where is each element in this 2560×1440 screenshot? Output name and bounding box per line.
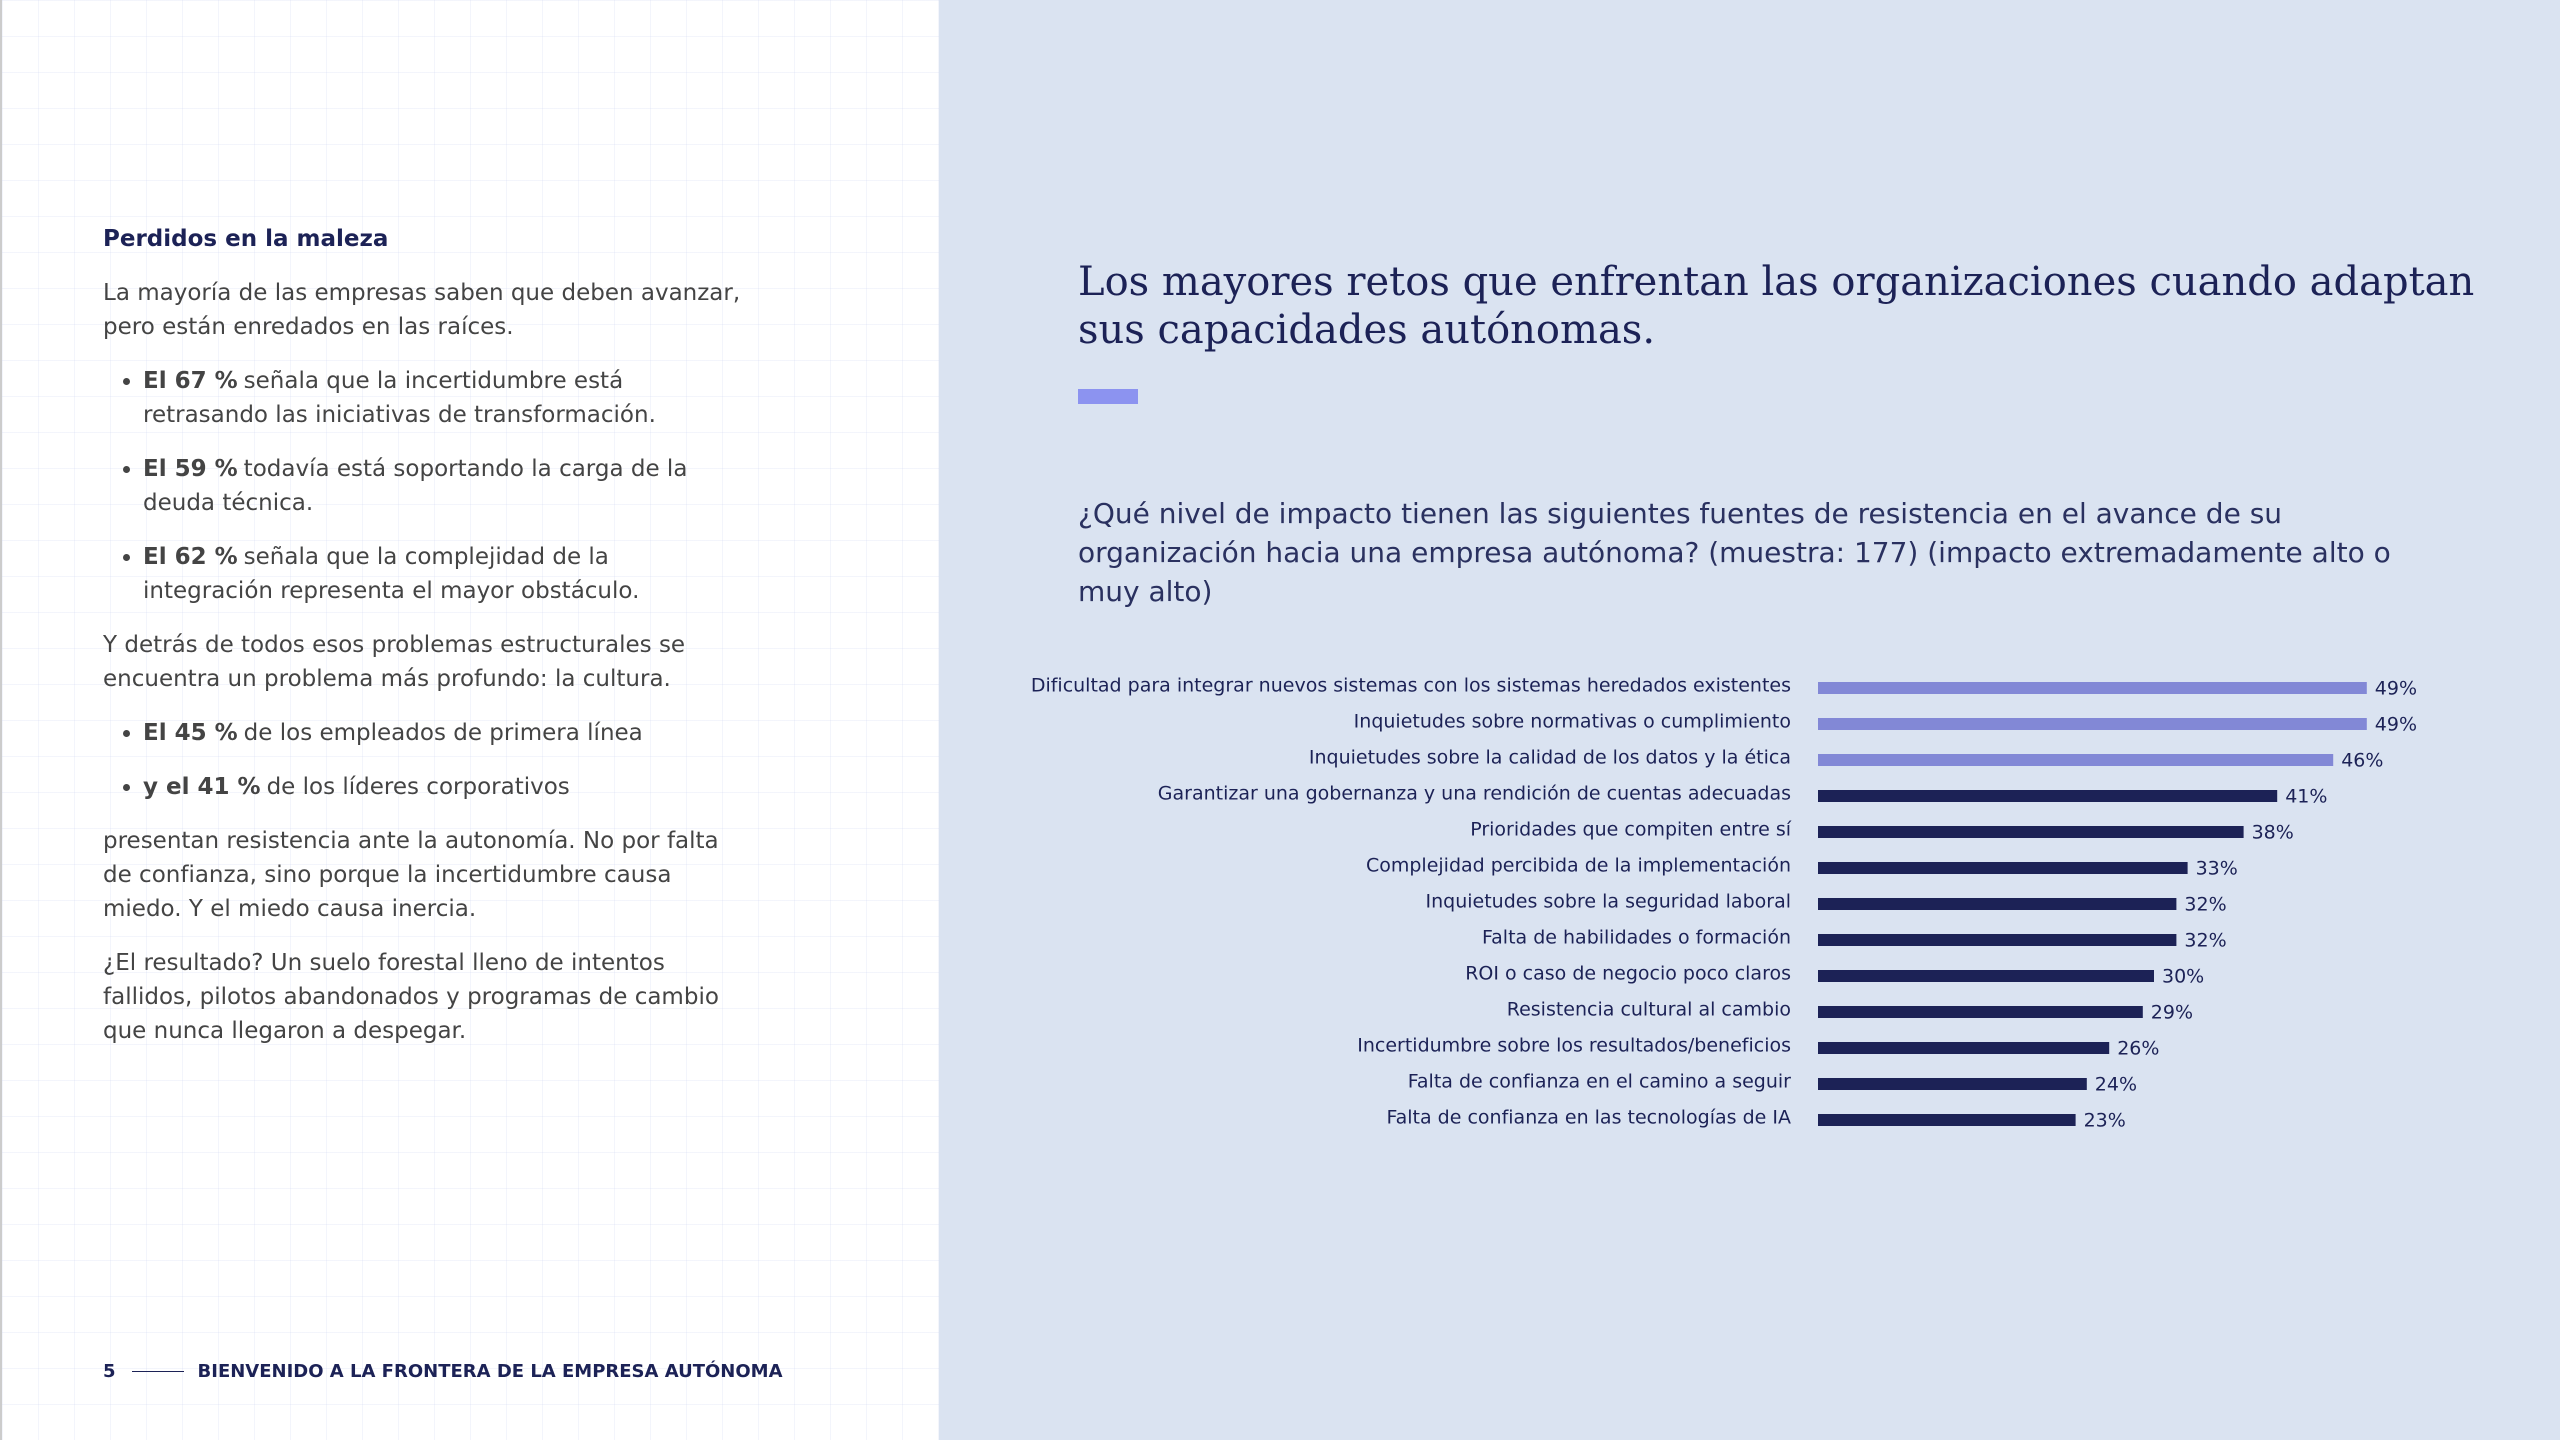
section-heading: Perdidos en la maleza (103, 226, 389, 252)
category-label: Dificultad para integrar nuevos sistemas… (1031, 675, 1791, 697)
paragraph: presentan resistencia ante la autonomía.… (103, 828, 719, 922)
bullet-item: y el 41 %de los líderes corporativos (143, 770, 743, 804)
bar (1818, 862, 2188, 874)
category-label: Falta de confianza en las tecnologías de… (1386, 1107, 1791, 1129)
accent-bar (1078, 389, 1138, 404)
value-label: 26% (2117, 1038, 2159, 1060)
bar (1818, 718, 2367, 730)
bullet-list: El 67 %señala que la incertidumbre está … (103, 364, 743, 608)
category-label: Incertidumbre sobre los resultados/benef… (1357, 1035, 1791, 1057)
chart-subtitle: ¿Qué nivel de impacto tienen las siguien… (1078, 497, 2391, 608)
bar (1818, 682, 2367, 694)
bullet-list: El 45 %de los empleados de primera línea… (103, 716, 743, 804)
value-label: 46% (2341, 750, 2383, 772)
category-label: Falta de habilidades o formación (1482, 927, 1791, 949)
paragraph: ¿El resultado? Un suelo forestal lleno d… (103, 950, 719, 1044)
value-label: 32% (2184, 930, 2226, 952)
footer: 5 BIENVENIDO A LA FRONTERA DE LA EMPRESA… (103, 1361, 783, 1382)
chart-title: Los mayores retos que enfrentan las orga… (1078, 259, 2475, 353)
bar (1818, 754, 2334, 766)
text-column: Perdidos en la maleza La mayoría de las … (103, 222, 743, 1068)
category-label: Inquietudes sobre la calidad de los dato… (1309, 747, 1791, 769)
bullet-emphasis: El 45 % (143, 720, 238, 746)
value-label: 23% (2084, 1110, 2126, 1132)
value-label: 32% (2184, 894, 2226, 916)
category-label: Resistencia cultural al cambio (1507, 999, 1791, 1021)
category-label: ROI o caso de negocio poco claros (1465, 963, 1791, 985)
value-label: 29% (2151, 1002, 2193, 1024)
bullet-item: El 59 %todavía está soportando la carga … (143, 452, 743, 520)
value-label: 24% (2095, 1074, 2137, 1096)
value-label: 49% (2375, 678, 2417, 700)
bar (1818, 898, 2177, 910)
value-label: 30% (2162, 966, 2204, 988)
page-number: 5 (103, 1361, 116, 1382)
bar (1818, 934, 2177, 946)
bullet-item: El 62 %señala que la complejidad de la i… (143, 540, 743, 608)
bullet-item: El 45 %de los empleados de primera línea (143, 716, 743, 750)
category-label: Inquietudes sobre normativas o cumplimie… (1354, 711, 1791, 733)
bullet-emphasis: El 59 % (143, 456, 238, 482)
paragraph: La mayoría de las empresas saben que deb… (103, 280, 741, 340)
bullet-text: de los líderes corporativos (266, 774, 570, 800)
footer-text: BIENVENIDO A LA FRONTERA DE LA EMPRESA A… (197, 1361, 783, 1382)
bar (1818, 970, 2154, 982)
value-label: 33% (2196, 858, 2238, 880)
category-label: Inquietudes sobre la seguridad laboral (1426, 891, 1792, 913)
bullet-text: señala que la incertidumbre está retrasa… (143, 368, 656, 428)
bar (1818, 1006, 2143, 1018)
bullet-emphasis: El 67 % (143, 368, 238, 394)
bar (1818, 1042, 2110, 1054)
bullet-item: El 67 %señala que la incertidumbre está … (143, 364, 743, 432)
category-label: Garantizar una gobernanza y una rendició… (1158, 783, 1791, 805)
bullet-emphasis: y el 41 % (143, 774, 261, 800)
category-label: Falta de confianza en el camino a seguir (1408, 1071, 1791, 1093)
bar (1818, 790, 2278, 802)
bullet-text: señala que la complejidad de la integrac… (143, 544, 640, 604)
category-label: Prioridades que compiten entre sí (1470, 819, 1791, 841)
bar (1818, 826, 2244, 838)
value-label: 38% (2252, 822, 2294, 844)
bar (1818, 1078, 2087, 1090)
category-label: Complejidad percibida de la implementaci… (1366, 855, 1791, 877)
footer-rule (131, 1371, 184, 1372)
bullet-text: de los empleados de primera línea (243, 720, 643, 746)
left-panel: Perdidos en la maleza La mayoría de las … (0, 0, 939, 1440)
bullet-text: todavía está soportando la carga de la d… (143, 456, 688, 516)
paragraph: Y detrás de todos esos problemas estruct… (103, 632, 686, 692)
bar (1818, 1114, 2076, 1126)
value-label: 41% (2285, 786, 2327, 808)
value-label: 49% (2375, 714, 2417, 736)
bullet-emphasis: El 62 % (143, 544, 238, 570)
